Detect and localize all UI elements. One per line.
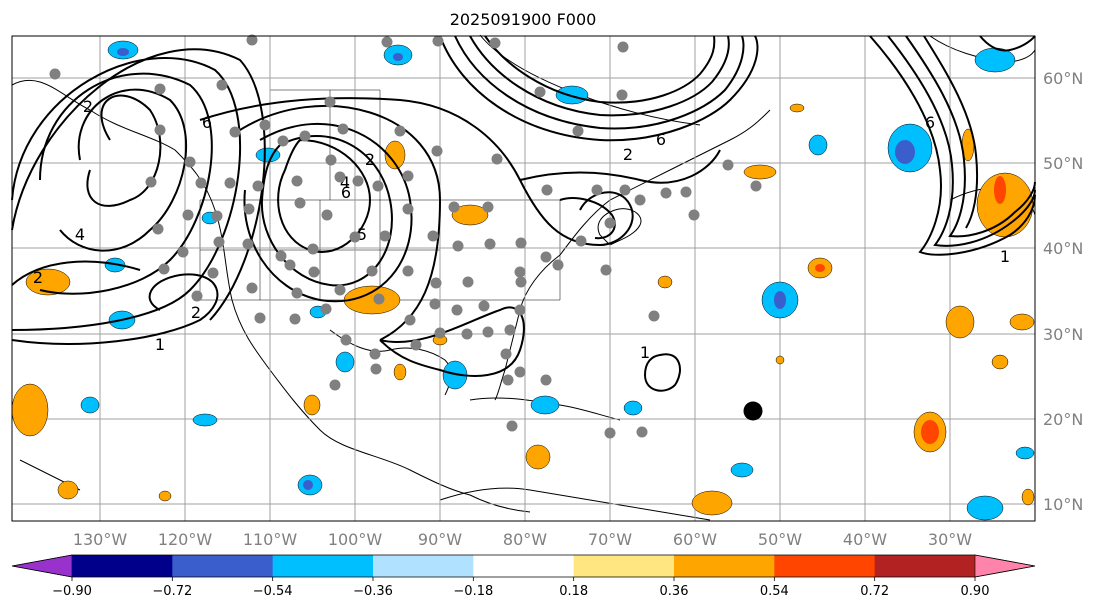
colorbar-cell (373, 555, 474, 577)
longitude-label: 80°W (503, 530, 547, 549)
colorbar-cell (674, 555, 775, 577)
contour-label: 4 (340, 173, 350, 192)
colorbar-tick-labels: −0.90 −0.72 −0.54 −0.36 −0.18 0.18 0.36 0.54 0.7… (52, 577, 989, 599)
latitude-label: 40°N (1043, 239, 1083, 258)
longitude-label: 60°W (673, 530, 717, 549)
longitude-label: 50°W (758, 530, 802, 549)
longitude-label: 100°W (328, 530, 383, 549)
contour-label: 1 (155, 335, 165, 354)
contour-label: 4 (75, 225, 85, 244)
contour-label: 6 (341, 183, 351, 202)
colorbar-tick-label: 0.54 (760, 584, 789, 599)
colorbar-cell (172, 555, 274, 577)
station-dots (49, 34, 762, 439)
latitude-label: 50°N (1043, 154, 1083, 173)
colorbar-tick-label: 0.90 (961, 584, 990, 599)
contour-label: 2 (83, 97, 93, 116)
map-frame (11, 35, 1036, 522)
colorbar-cell (72, 555, 173, 577)
colorbar-cell (272, 555, 374, 577)
colorbar-cell (774, 555, 876, 577)
map-title: 2025091900 F000 (449, 10, 597, 29)
longitude-label: 120°W (158, 530, 213, 549)
contour-label: 6 (925, 113, 935, 132)
contour-label: 5 (357, 225, 367, 244)
contour-label: 1 (640, 343, 650, 362)
contour-label: 2 (623, 145, 633, 164)
contour-label: 2 (365, 150, 375, 169)
colorbar-cell (874, 555, 976, 577)
colorbar-tick-label: 0.72 (860, 584, 889, 599)
latitude-label: 60°N (1043, 69, 1083, 88)
longitude-label: 130°W (73, 530, 128, 549)
colorbar-tick-label: −0.36 (353, 584, 393, 599)
latitude-label: 10°N (1043, 495, 1083, 514)
colorbar-under-extension (11, 554, 73, 578)
colorbar-over-extension (974, 554, 1036, 578)
colorbar-tick-label: −0.90 (52, 584, 92, 599)
contour-label: 6 (202, 113, 212, 132)
colorbar-cell (573, 555, 675, 577)
latitude-label: 20°N (1043, 410, 1083, 429)
colorbar-tick-label: 0.18 (559, 584, 588, 599)
longitude-labels: 130°W 120°W 110°W 100°W 90°W 80°W 70°W 60°W 50°W… (73, 530, 972, 549)
colorbar-cell (473, 555, 575, 577)
colorbar-tick-label: −0.72 (152, 584, 192, 599)
colorbar-tick-label: 0.36 (660, 584, 689, 599)
contour-label: 6 (656, 130, 666, 149)
longitude-label: 110°W (243, 530, 298, 549)
latitude-labels: 60°N 50°N 40°N 30°N 20°N 10°N (1043, 69, 1083, 514)
contour-lines (11, 35, 1036, 392)
longitude-label: 30°W (928, 530, 972, 549)
colorbar (11, 554, 1036, 578)
longitude-label: 70°W (588, 530, 632, 549)
system-center-marker (743, 401, 763, 421)
longitude-label: 90°W (418, 530, 462, 549)
contour-label: 2 (33, 268, 43, 287)
longitude-label: 40°W (843, 530, 887, 549)
contour-label: 2 (191, 303, 201, 322)
graticule (12, 36, 1035, 521)
colorbar-tick-label: −0.18 (453, 584, 493, 599)
latitude-label: 30°N (1043, 325, 1083, 344)
colorbar-tick-label: −0.54 (253, 584, 293, 599)
contour-label: 1 (1000, 247, 1010, 266)
